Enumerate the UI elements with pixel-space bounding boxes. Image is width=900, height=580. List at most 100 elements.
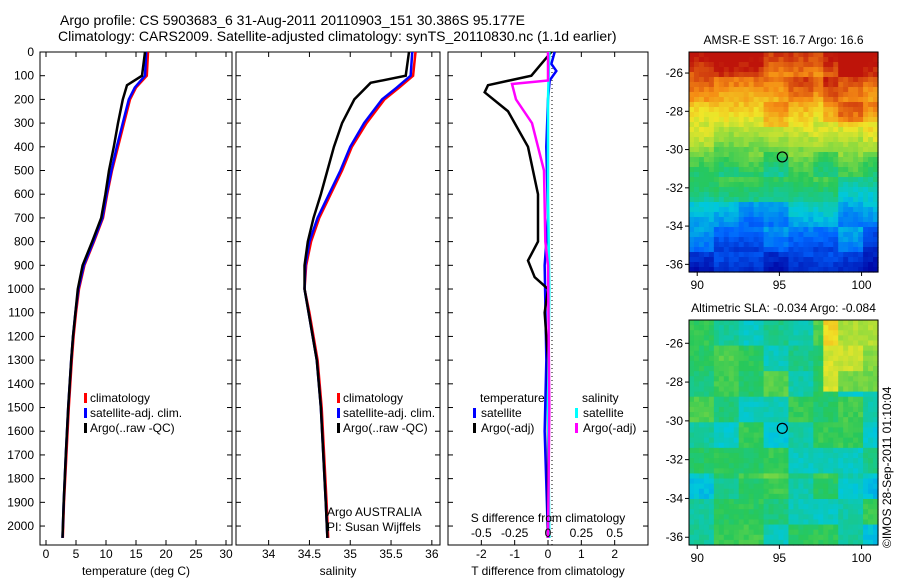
heatmap-cell [798, 355, 804, 362]
heatmap-cell [723, 412, 730, 418]
heatmap-cell [843, 412, 849, 418]
heatmap-cell [763, 391, 770, 398]
heatmap-cell [778, 52, 785, 58]
heatmap-cell [753, 212, 760, 218]
heatmap-cell [853, 320, 859, 326]
heatmap-cell [713, 483, 720, 490]
heatmap-cell [788, 345, 795, 352]
heatmap-cell [768, 87, 775, 93]
heatmap-cell [868, 442, 874, 449]
heatmap-cell [838, 396, 844, 403]
heatmap-cell [713, 422, 720, 428]
heatmap-cell [733, 422, 740, 428]
heatmap-cell [793, 117, 800, 123]
heatmap-cell [778, 386, 785, 393]
heatmap-cell [853, 345, 859, 352]
heatmap-cell [803, 167, 809, 173]
heatmap-cell [738, 72, 745, 78]
heatmap-cell [708, 257, 715, 263]
heatmap-cell [833, 376, 839, 382]
heatmap-cell [788, 132, 795, 138]
heatmap-cell [689, 97, 695, 103]
heatmap-cell [873, 330, 879, 336]
heatmap-cell [718, 529, 725, 536]
heatmap-cell [798, 320, 804, 326]
heatmap-cell [873, 172, 879, 178]
heatmap-cell [753, 242, 760, 248]
heatmap-cell [689, 212, 695, 218]
heatmap-cell [858, 335, 864, 342]
heatmap-cell [778, 162, 785, 168]
heatmap-cell [803, 157, 809, 163]
heatmap-cell [748, 391, 755, 398]
heatmap-cell [868, 401, 874, 408]
heatmap-cell [788, 376, 795, 382]
heatmap-cell [793, 519, 800, 526]
heatmap-cell [768, 207, 775, 213]
heatmap-cell [858, 177, 864, 183]
heatmap-cell [723, 519, 730, 526]
heatmap-cell [803, 117, 809, 123]
heatmap-cell [773, 458, 780, 464]
heatmap-cell [843, 355, 849, 362]
heatmap-cell [813, 524, 819, 531]
heatmap-cell [813, 335, 819, 342]
x-axis-label: T difference from climatology [471, 564, 625, 578]
heatmap-cell [828, 478, 834, 485]
heatmap-cell [858, 483, 864, 490]
heatmap-cell [738, 247, 745, 253]
heatmap-cell [698, 77, 705, 83]
heatmap-cell [718, 122, 725, 128]
heatmap-cell [743, 67, 750, 73]
heatmap-cell [723, 422, 730, 428]
heatmap-cell [763, 488, 770, 495]
heatmap-cell [689, 355, 695, 362]
heatmap-cell [713, 177, 720, 183]
heatmap-cell [798, 52, 804, 58]
heatmap-cell [858, 458, 864, 464]
heatmap-cell [778, 493, 785, 500]
heatmap-cell [793, 62, 800, 68]
heatmap-cell [823, 62, 829, 68]
heatmap-cell [828, 325, 834, 331]
x-tick-label: 1 [578, 547, 585, 561]
y-tick-label: -34 [666, 491, 684, 505]
heatmap-cell [713, 463, 720, 469]
heatmap-cell [778, 442, 785, 449]
series-line-Argo-raw-QC- [303, 51, 411, 538]
heatmap-cell [838, 107, 844, 113]
heatmap-cell [708, 182, 715, 188]
heatmap-cell [783, 463, 790, 469]
heatmap-cell [753, 102, 760, 108]
heatmap-cell [833, 452, 839, 459]
heatmap-cell [778, 87, 785, 93]
heatmap-cell [853, 463, 859, 469]
heatmap-cell [708, 172, 715, 178]
heatmap-cell [758, 504, 765, 510]
heatmap-cell [853, 417, 859, 423]
heatmap-cell [793, 447, 800, 454]
heatmap-cell [793, 232, 800, 238]
heatmap-cell [763, 509, 770, 515]
heatmap-cell [833, 172, 839, 178]
heatmap-cell [693, 72, 700, 78]
heatmap-cell [808, 132, 814, 138]
heatmap-cell [788, 463, 795, 469]
heatmap-cell [858, 232, 864, 238]
heatmap-cell [713, 112, 720, 118]
heatmap-cell [783, 67, 790, 73]
heatmap-cell [763, 187, 770, 193]
heatmap-cell [863, 509, 869, 515]
x-tick-label: 10 [99, 547, 113, 561]
heatmap-cell [773, 529, 780, 536]
heatmap-cell [848, 217, 854, 223]
heatmap-cell [768, 97, 775, 103]
heatmap-cell [773, 417, 780, 423]
heatmap-cell [863, 152, 869, 158]
heatmap-cell [748, 197, 755, 203]
heatmap-cell [823, 252, 829, 258]
heatmap-cell [788, 152, 795, 158]
heatmap-cell [833, 252, 839, 258]
heatmap-cell [823, 182, 829, 188]
heatmap-cell [833, 142, 839, 148]
